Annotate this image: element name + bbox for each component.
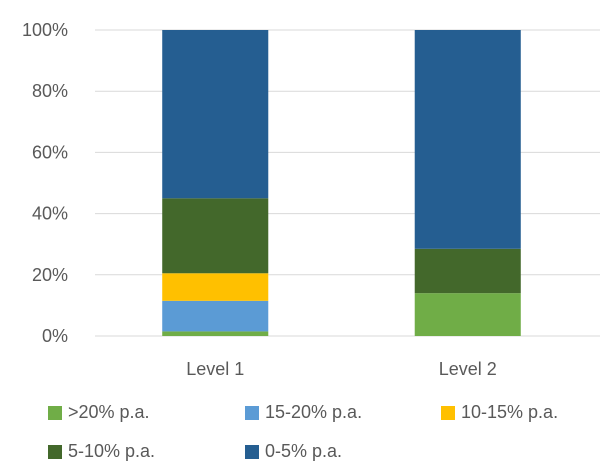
bar-segment bbox=[162, 198, 269, 274]
bars bbox=[162, 30, 521, 336]
y-tick-label: 80% bbox=[32, 81, 68, 101]
x-category-label: Level 2 bbox=[439, 359, 497, 379]
bar-segment bbox=[162, 300, 269, 332]
y-axis-tick-labels: 0% 20% 40% 60% 80% 100% bbox=[22, 20, 68, 346]
y-tick-label: 20% bbox=[32, 265, 68, 285]
y-tick-label: 100% bbox=[22, 20, 68, 40]
bar-segment bbox=[414, 30, 521, 249]
y-tick-label: 0% bbox=[42, 326, 68, 346]
bar-segment bbox=[162, 30, 269, 199]
x-axis-category-labels: Level 1 Level 2 bbox=[186, 359, 497, 379]
bar-segment bbox=[414, 293, 521, 336]
x-category-label: Level 1 bbox=[186, 359, 244, 379]
y-tick-label: 60% bbox=[32, 142, 68, 162]
bar-segment bbox=[414, 248, 521, 294]
y-tick-label: 40% bbox=[32, 204, 68, 224]
bar-segment bbox=[162, 331, 269, 336]
bar-segment bbox=[162, 273, 269, 301]
